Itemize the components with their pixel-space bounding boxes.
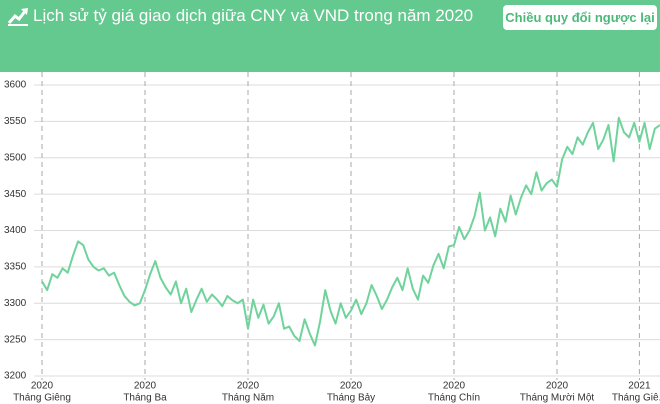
- x-tick-year: 2020: [237, 381, 260, 392]
- y-tick-label: 3350: [4, 262, 27, 273]
- y-tick-label: 3450: [4, 189, 27, 200]
- chart: 3200 3250 3300 3350 3400 3450 3500 3550 3600 2020…: [4, 72, 660, 404]
- y-tick-label: 3200: [4, 371, 27, 382]
- y-tick-label: 3600: [4, 80, 27, 91]
- line: [41, 116, 660, 347]
- x-tick-year: 2020: [31, 381, 54, 392]
- x-tick-label: Tháng Giêng: [13, 393, 71, 404]
- x-tick-year: 2020: [546, 381, 569, 392]
- x-tick-label: Tháng Bảy: [327, 393, 375, 404]
- x-tick-label: Tháng Năm: [222, 393, 274, 404]
- y-tick-label: 3500: [4, 152, 27, 163]
- x-tick-label: Tháng Chín: [428, 393, 480, 404]
- y-tick-label: 3250: [4, 334, 27, 345]
- x-tick-year: 2020: [340, 381, 363, 392]
- x-tick-label: Tháng Ba: [123, 393, 167, 404]
- title: Lịch sử tỷ giá giao dịch giữa CNY và VND…: [33, 6, 474, 25]
- x-tick-year: 2020: [134, 381, 157, 392]
- x-tick-year: 2020: [443, 381, 466, 392]
- x-tick-label: Tháng Giê...: [612, 393, 660, 404]
- y-tick-label: 3400: [4, 225, 27, 236]
- y-tick-label: 3300: [4, 298, 27, 309]
- swap-button[interactable]: Chiều quy đổi ngược lại: [503, 5, 657, 30]
- x-tick-year: 2021: [628, 381, 651, 392]
- x-tick-label: Tháng Mười Một: [520, 393, 595, 404]
- y-tick-label: 3550: [4, 116, 27, 127]
- header: Lịch sử tỷ giá giao dịch giữa CNY và VND…: [0, 0, 660, 72]
- chart-icon: [7, 8, 28, 26]
